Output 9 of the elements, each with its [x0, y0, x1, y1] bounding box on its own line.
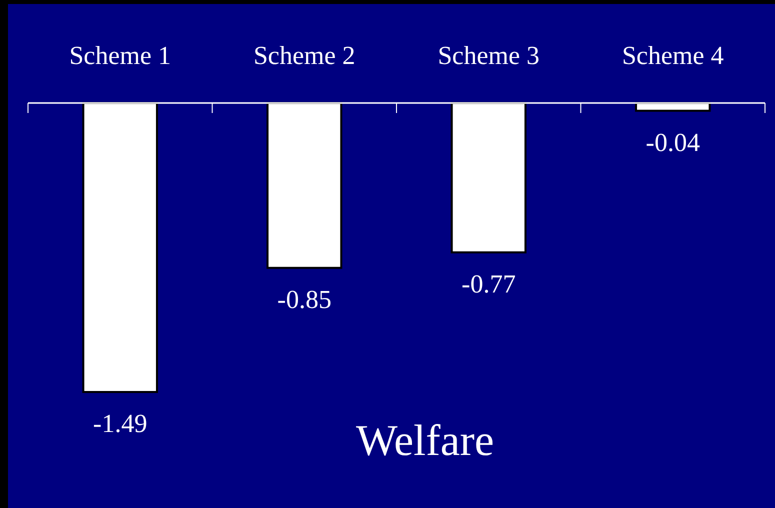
text: Welfare	[356, 416, 494, 465]
x-tick-label: Scheme 4	[622, 41, 724, 70]
data-label: -0.77	[462, 269, 516, 298]
data-label: -0.85	[277, 284, 332, 314]
data-label: -0.04	[646, 128, 700, 157]
data-label: -1.49	[93, 409, 148, 438]
x-tick-label: Scheme 2	[253, 41, 356, 70]
x-tick-label: Scheme 1	[69, 41, 172, 70]
x-tick-label: Scheme 3	[438, 41, 540, 70]
